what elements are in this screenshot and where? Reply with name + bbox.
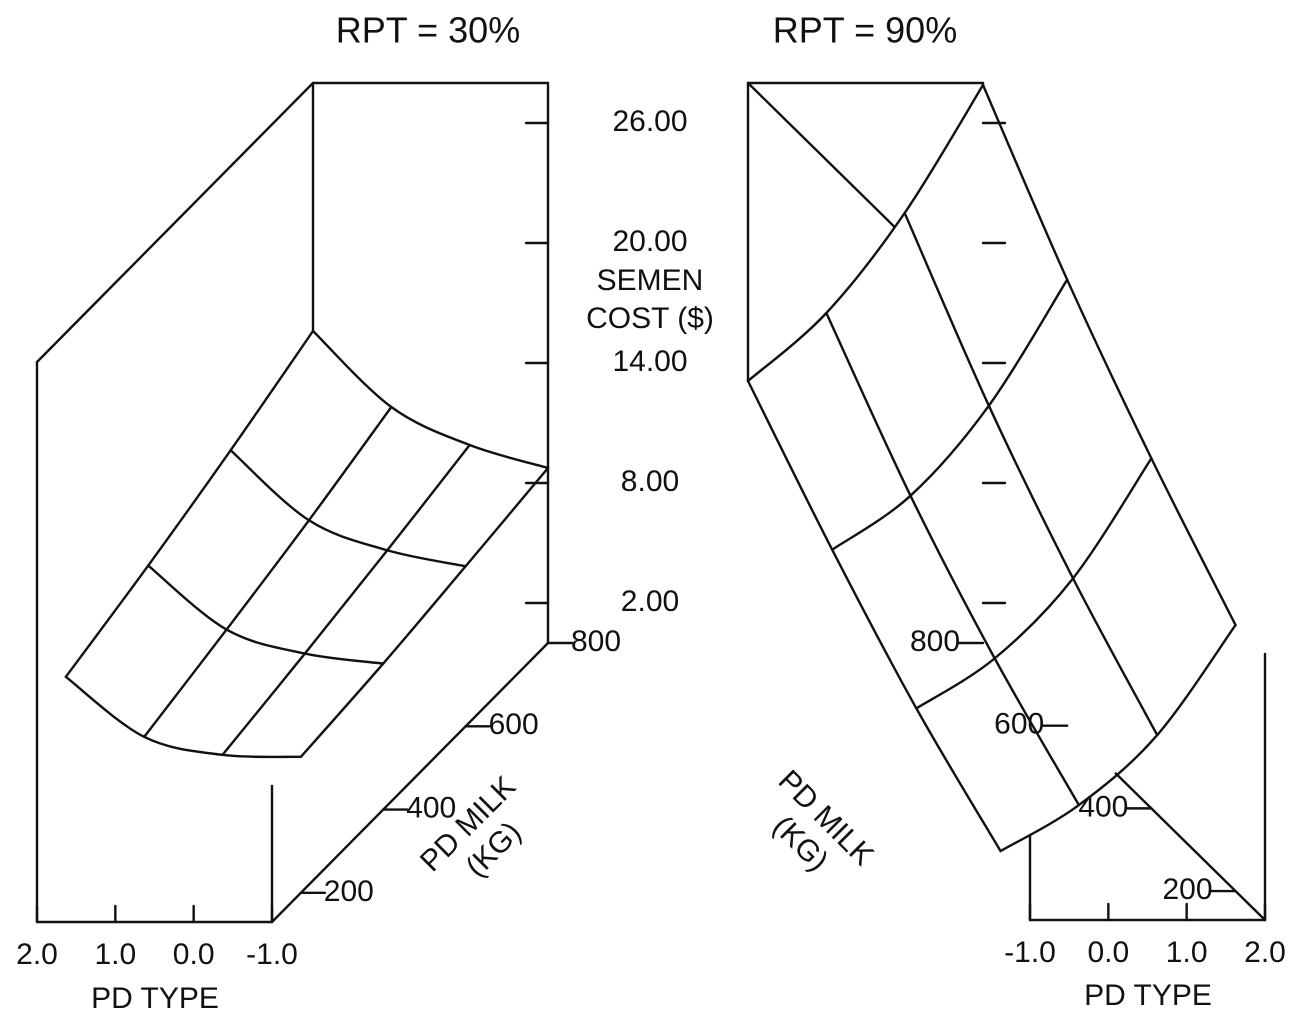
- surface-line: [746, 379, 1002, 853]
- x-tick-label: -1.0: [1004, 936, 1056, 969]
- y-tick-label: 600: [994, 708, 1044, 741]
- box-edge: [35, 81, 315, 364]
- y-tick-label: 200: [1163, 873, 1213, 906]
- surface-line: [830, 278, 1069, 551]
- surface-line: [999, 623, 1237, 853]
- y-tick-label: 800: [571, 625, 621, 658]
- x-tick-label: 1.0: [94, 938, 136, 971]
- surface-line: [229, 449, 467, 568]
- x-tick-label: -1.0: [246, 938, 298, 971]
- y-tick-label: 400: [406, 791, 456, 824]
- z-tick-label: 26.00: [612, 105, 687, 138]
- x-axis-label: PD TYPE: [91, 982, 219, 1015]
- x-tick-label: 1.0: [1166, 936, 1208, 969]
- y-tick-label: 800: [910, 625, 960, 658]
- surface-line: [64, 329, 315, 679]
- z-tick-label: 8.00: [621, 465, 679, 498]
- z-axis-label: COST ($): [586, 302, 714, 335]
- surface-line: [903, 211, 1159, 737]
- z-tick-label: 20.00: [612, 225, 687, 258]
- surface-line: [746, 83, 985, 383]
- chart-title: RPT = 90%: [773, 10, 957, 51]
- z-tick-label: 14.00: [612, 345, 687, 378]
- x-tick-label: 0.0: [1087, 936, 1129, 969]
- surface-line: [147, 564, 385, 665]
- y-tick-label: 400: [1078, 790, 1128, 823]
- surface-line: [64, 675, 303, 759]
- surface-fill: [65, 331, 549, 757]
- surface-line: [825, 311, 1081, 807]
- surface-line: [981, 83, 1237, 627]
- x-tick-label: 0.0: [173, 938, 215, 971]
- surface-fill: [748, 85, 1236, 852]
- y-axis-label-group: PD MILK (KG): [766, 764, 880, 878]
- surface-line: [311, 329, 550, 470]
- surface-line: [299, 466, 550, 759]
- x-tick-label: 2.0: [16, 938, 58, 971]
- x-axis-label: PD TYPE: [1084, 979, 1212, 1012]
- box-edge: [270, 641, 550, 924]
- chart-title: RPT = 30%: [336, 10, 520, 51]
- z-tick-label: 2.00: [621, 585, 679, 618]
- x-tick-label: 2.0: [1244, 936, 1286, 969]
- y-tick-label: 600: [489, 708, 539, 741]
- surface-line: [142, 405, 393, 739]
- y-tick-label: 200: [324, 875, 374, 908]
- y-axis-label-group: PD MILK (KG): [414, 770, 528, 884]
- surface-line: [915, 457, 1153, 710]
- z-axis-label: SEMEN: [597, 264, 704, 297]
- surface-line: [221, 443, 471, 757]
